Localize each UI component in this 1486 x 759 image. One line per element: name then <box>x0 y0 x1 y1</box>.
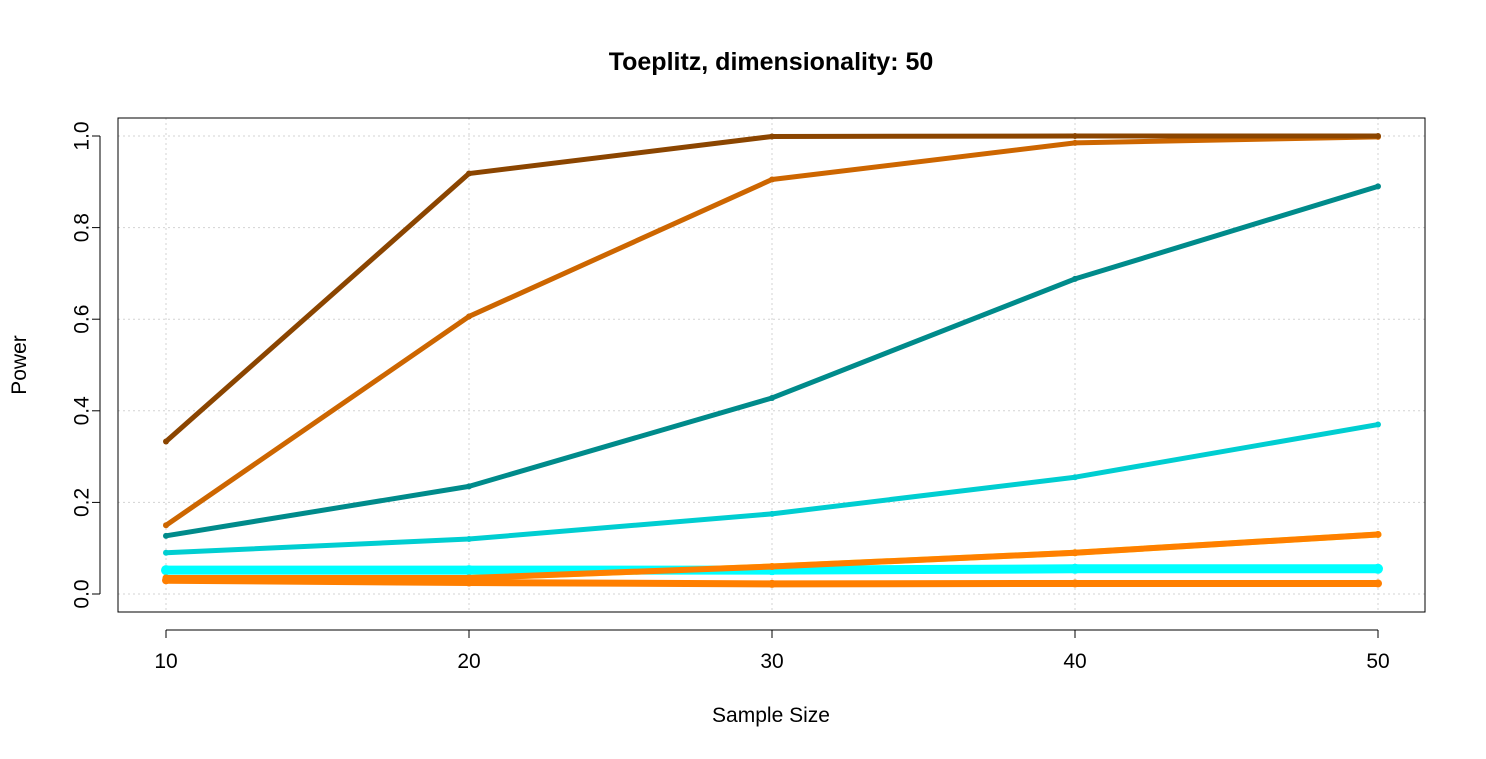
x-tick-label: 50 <box>1366 650 1389 673</box>
y-tick-label: 0.8 <box>71 213 94 242</box>
series-layer <box>161 133 1383 588</box>
series-3-point <box>768 579 776 588</box>
series-7-point <box>466 313 472 320</box>
series-8-point <box>1375 133 1381 139</box>
plot-frame <box>117 117 1426 613</box>
y-tick-label: 0.4 <box>71 396 94 426</box>
x-tick-label: 30 <box>760 650 783 673</box>
x-axis: 10 20 30 40 50 <box>154 629 1390 673</box>
chart-title: Toeplitz, dimensionality: 50 <box>609 48 934 76</box>
x-tick-label: 10 <box>154 650 177 673</box>
series-2-point <box>161 565 171 576</box>
grid <box>118 118 1425 612</box>
series-5-point <box>1375 421 1381 428</box>
y-tick-label: 1.0 <box>71 121 94 150</box>
x-tick-label: 20 <box>457 650 480 673</box>
series-7-point <box>769 176 775 183</box>
series-7-point <box>1072 139 1078 146</box>
series-6-point <box>466 483 472 490</box>
y-axis: 0.0 0.2 0.4 0.6 0.8 1.0 <box>71 121 101 609</box>
series-4-point <box>1071 549 1079 557</box>
series-6-point <box>769 394 775 401</box>
x-tick-label: 40 <box>1063 650 1086 673</box>
y-tick-label: 0.6 <box>71 305 94 334</box>
series-8-point <box>1072 133 1078 139</box>
series-5-point <box>466 536 472 543</box>
series-8-point <box>466 170 472 177</box>
series-2-point <box>1373 563 1383 574</box>
series-8-point <box>163 438 169 445</box>
series-3-point <box>1071 579 1079 588</box>
series-3-point <box>1374 579 1382 588</box>
series-4-point <box>768 563 776 571</box>
series-5-point <box>1072 474 1078 481</box>
series-5-point <box>769 510 775 517</box>
y-axis-label: Power <box>8 335 31 395</box>
series-6-point <box>1375 183 1381 190</box>
series-line-7 <box>163 134 1381 528</box>
y-tick-label: 0.0 <box>71 579 94 608</box>
series-7-point <box>163 522 169 529</box>
series-8-point <box>769 133 775 140</box>
x-axis-label: Sample Size <box>712 704 830 727</box>
series-6-point <box>163 532 169 539</box>
series-4-point <box>162 574 170 582</box>
series-2-point <box>1070 563 1080 574</box>
series-5-point <box>163 549 169 556</box>
series-4-point <box>465 574 473 582</box>
series-6-point <box>1072 275 1078 282</box>
series-2-point <box>464 565 474 576</box>
y-tick-label: 0.2 <box>71 488 94 517</box>
series-4-point <box>1374 530 1382 538</box>
